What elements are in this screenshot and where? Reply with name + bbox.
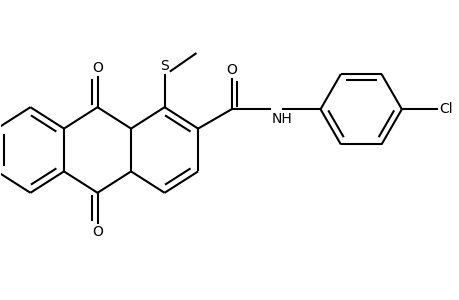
Text: NH: NH [271, 112, 291, 126]
Text: S: S [160, 59, 168, 73]
Text: O: O [226, 63, 236, 77]
Text: O: O [92, 61, 103, 75]
Text: Cl: Cl [438, 102, 451, 116]
Text: O: O [92, 225, 103, 239]
